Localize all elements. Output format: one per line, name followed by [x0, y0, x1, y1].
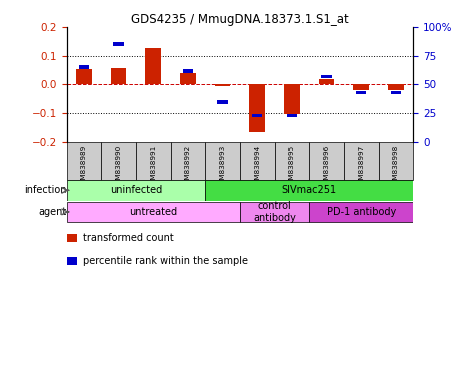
Text: GSM838998: GSM838998	[393, 145, 399, 189]
Bar	[319, 79, 334, 84]
Bar	[148, 13, 158, 17]
Bar	[171, 142, 205, 180]
Text: agent: agent	[38, 207, 66, 217]
Bar	[322, 74, 332, 78]
Bar	[183, 69, 193, 73]
Bar	[240, 202, 309, 222]
Bar	[356, 91, 366, 94]
Text: GSM838991: GSM838991	[150, 145, 156, 189]
Bar	[309, 202, 413, 222]
Bar	[391, 91, 401, 94]
Text: PD-1 antibody: PD-1 antibody	[327, 207, 396, 217]
Bar	[180, 73, 196, 84]
Text: GSM838990: GSM838990	[115, 145, 122, 189]
Bar	[309, 142, 344, 180]
Bar	[66, 202, 240, 222]
Bar	[275, 142, 309, 180]
Text: transformed count: transformed count	[83, 233, 173, 243]
Bar	[205, 180, 413, 201]
Bar	[218, 100, 228, 104]
Bar	[353, 84, 369, 90]
Bar	[101, 142, 136, 180]
Bar	[388, 84, 404, 90]
Text: GSM838997: GSM838997	[358, 145, 364, 189]
Bar	[284, 84, 300, 114]
Bar	[249, 84, 265, 132]
Text: infection: infection	[24, 185, 67, 195]
Text: GSM838992: GSM838992	[185, 145, 191, 189]
Bar	[252, 114, 262, 118]
Text: control
antibody: control antibody	[253, 201, 296, 223]
Text: uninfected: uninfected	[110, 185, 162, 195]
Bar	[66, 142, 101, 180]
Bar	[79, 65, 89, 69]
Text: GSM838994: GSM838994	[254, 145, 260, 189]
Bar	[287, 114, 297, 118]
Bar	[136, 142, 171, 180]
Bar	[344, 142, 379, 180]
Text: GSM838995: GSM838995	[289, 145, 295, 189]
Bar	[145, 48, 161, 84]
Text: percentile rank within the sample: percentile rank within the sample	[83, 256, 247, 266]
Text: untreated: untreated	[129, 207, 177, 217]
Bar	[205, 142, 240, 180]
Bar	[379, 142, 413, 180]
Bar	[111, 68, 126, 84]
Text: SIVmac251: SIVmac251	[282, 185, 337, 195]
Text: GSM838989: GSM838989	[81, 145, 87, 189]
Bar	[240, 142, 275, 180]
Text: GSM838996: GSM838996	[323, 145, 330, 189]
Bar	[76, 69, 92, 84]
Title: GDS4235 / MmugDNA.18373.1.S1_at: GDS4235 / MmugDNA.18373.1.S1_at	[131, 13, 349, 26]
Text: GSM838993: GSM838993	[219, 145, 226, 189]
Bar	[114, 42, 124, 46]
Bar	[66, 180, 205, 201]
Bar	[215, 84, 230, 86]
